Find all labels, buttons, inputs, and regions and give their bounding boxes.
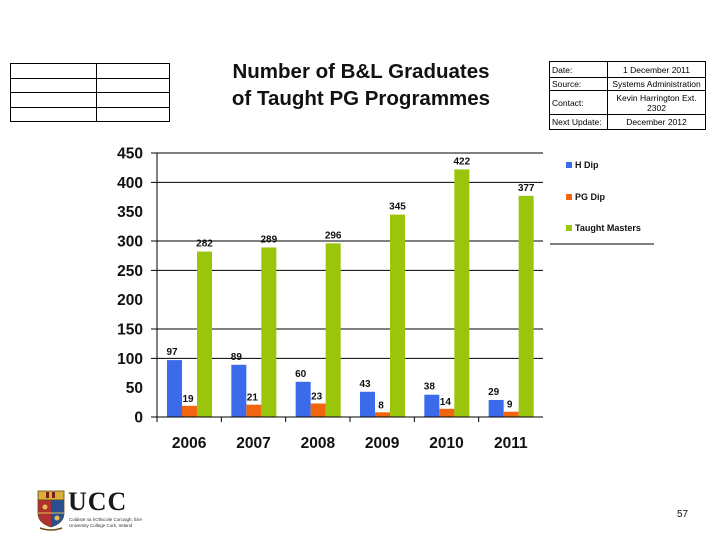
info-row-next-update: Next Update: December 2012 [549, 114, 706, 130]
bar-pg-dip [310, 403, 326, 417]
bar-pg-dip [503, 411, 519, 417]
legend: H Dip PG Dip Taught Masters [550, 160, 654, 245]
legend-label: Taught Masters [575, 223, 641, 233]
y-tick-label: 250 [117, 263, 143, 280]
bars: 97 19 282 89 21 289 60 23 296 43 8 345 38 14 422 29 9 377 [166, 156, 535, 417]
data-label: 19 [182, 394, 194, 405]
slide-title: Number of B&L Graduates of Taught PG Pro… [196, 58, 526, 112]
logo-wordmark: UCC [68, 487, 128, 516]
bar-h-dip [424, 394, 440, 417]
y-tick-label: 150 [117, 322, 143, 339]
y-tick-label: 450 [117, 146, 143, 163]
bar-taught-masters [390, 214, 405, 417]
y-tick-label: 0 [134, 410, 143, 427]
x-tick-label: 2011 [494, 435, 528, 452]
crest-icon [37, 490, 65, 531]
data-label: 89 [231, 352, 243, 363]
bar-h-dip [295, 381, 311, 417]
x-tick-label: 2006 [172, 435, 207, 452]
data-label: 14 [440, 397, 452, 408]
data-label: 296 [325, 230, 342, 241]
info-label: Next Update: [549, 114, 608, 130]
x-tick-label: 2009 [365, 435, 400, 452]
data-label: 345 [389, 202, 406, 213]
blank-header-table [10, 63, 170, 122]
data-label: 29 [488, 387, 500, 398]
bar-h-dip [488, 399, 504, 417]
data-label: 38 [424, 382, 436, 393]
data-label: 97 [166, 347, 178, 358]
info-value: Kevin Harrington Ext. 2302 [607, 90, 706, 115]
x-axis: 2006 2007 2008 2009 2010 2011 [151, 416, 543, 452]
x-tick-label: 2010 [429, 435, 463, 452]
data-label: 23 [311, 392, 323, 403]
data-label: 289 [260, 234, 277, 245]
bar-pg-dip [246, 404, 262, 417]
legend-swatch [566, 162, 572, 168]
data-label: 282 [196, 239, 213, 250]
y-tick-label: 300 [117, 234, 143, 251]
info-row-source: Source: Systems Administration [549, 77, 706, 91]
info-label: Contact: [549, 90, 608, 115]
legend-swatch [566, 194, 572, 200]
bar-pg-dip [439, 408, 455, 417]
bar-pg-dip [375, 412, 390, 417]
title-line-2: of Taught PG Programmes [231, 87, 491, 110]
y-tick-label: 50 [126, 380, 143, 397]
title-line-1: Number of B&L Graduates [232, 60, 490, 83]
bar-taught-masters [197, 251, 212, 417]
y-tick-label: 100 [117, 351, 143, 368]
data-label: 9 [507, 400, 513, 411]
data-label: 377 [518, 183, 535, 194]
logo-subtitle-irish: Coláiste na hOllscoile Corcaigh, Éire [69, 517, 143, 522]
gridlines [151, 152, 543, 359]
info-value: December 2012 [607, 114, 706, 130]
info-table: Date: 1 December 2011 Source: Systems Ad… [549, 61, 706, 130]
bar-h-dip [231, 364, 247, 417]
bar-h-dip [360, 391, 375, 417]
x-tick-label: 2007 [236, 435, 270, 452]
legend-label: PG Dip [575, 192, 606, 202]
data-label: 422 [453, 156, 470, 167]
y-tick-label: 350 [117, 204, 143, 221]
data-label: 60 [295, 369, 307, 380]
logo-subtitle-english: University College Cork, Ireland [69, 523, 133, 528]
data-label: 8 [378, 400, 384, 411]
ucc-logo: UCC Coláiste na hOllscoile Corcaigh, Éir… [36, 487, 156, 531]
bar-taught-masters [454, 169, 470, 417]
bar-pg-dip [182, 405, 197, 417]
bar-taught-masters [261, 247, 277, 417]
x-tick-label: 2008 [301, 435, 336, 452]
bar-h-dip [167, 360, 182, 417]
page-number: 57 [677, 509, 689, 520]
data-label: 21 [247, 393, 259, 404]
legend-label: H Dip [575, 160, 599, 170]
info-row-date: Date: 1 December 2011 [549, 61, 706, 78]
y-tick-label: 400 [117, 175, 143, 192]
bar-taught-masters [325, 243, 341, 417]
data-label: 43 [359, 379, 371, 390]
legend-swatch [566, 225, 572, 231]
bar-taught-masters [518, 195, 534, 417]
y-axis: 0 50 100 150 200 250 300 350 400 450 [117, 146, 158, 427]
y-tick-label: 200 [117, 292, 143, 309]
info-row-contact: Contact: Kevin Harrington Ext. 2302 [549, 90, 706, 115]
